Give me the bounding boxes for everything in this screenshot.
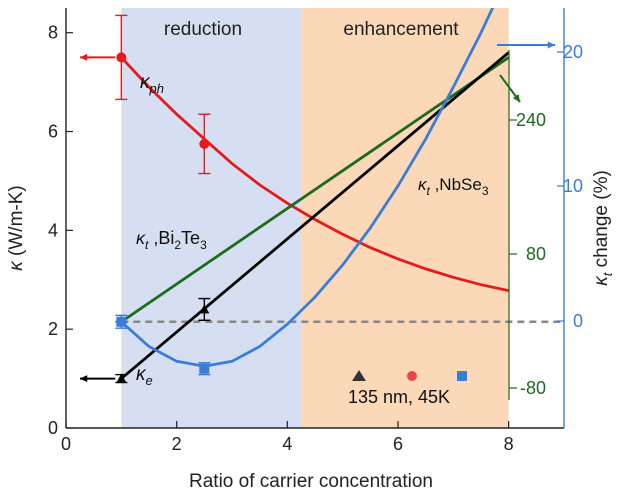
blue-tick-label-0: 0: [573, 311, 583, 331]
arrow-kph-head: [80, 53, 88, 61]
legend-square-icon: [457, 371, 467, 381]
x-axis-title: Ratio of carrier concentration: [189, 471, 433, 492]
region-label-enhancement: enhancement: [343, 19, 459, 40]
arrow-ke-head: [80, 375, 88, 383]
y-tick-label-4: 8: [48, 23, 58, 43]
green-tick-label-3: 240: [516, 110, 546, 130]
arrow-kt-bi-right-head: [512, 94, 520, 102]
series-line-3: [120, 8, 495, 368]
legend-circle-icon: [407, 371, 417, 381]
y-tick-label-3: 6: [48, 122, 58, 142]
x-tick-label-4: 8: [504, 434, 514, 454]
legend-condition-label: 135 nm, 45K: [348, 387, 450, 407]
green-tick-label-2: 80: [526, 244, 546, 264]
y-tick-label-0: 0: [48, 418, 58, 438]
x-tick-label-3: 6: [393, 434, 403, 454]
arrow-kt-nb-left-head: [115, 318, 123, 326]
region-enhancement: [301, 8, 509, 428]
y-axis-title-left: κ (W/m-K): [6, 185, 27, 270]
blue-tick-label-1: 10: [563, 176, 583, 196]
marker-triangle-1-0: [116, 373, 127, 383]
marker-triangle-3-0: [199, 363, 210, 373]
marker-triangle-1-1: [199, 304, 210, 314]
region-label-reduction: reduction: [164, 19, 242, 40]
label-kt-bi2te3: κt ,Bi2Te3: [136, 228, 207, 252]
marker-circle-0-1: [199, 138, 210, 149]
y-axis-title-right: κt change (%): [591, 170, 615, 286]
x-tick-label-0: 0: [61, 434, 71, 454]
y-tick-label-1: 2: [48, 319, 58, 339]
y-tick-label-2: 4: [48, 220, 58, 240]
marker-circle-0-0: [116, 52, 127, 63]
series-layer: [120, 8, 510, 380]
x-tick-label-2: 4: [282, 434, 292, 454]
green-tick-label-0: -80: [520, 378, 546, 398]
blue-tick-label-2: 20: [563, 42, 583, 62]
arrow-kt-nb-right-head: [547, 41, 555, 49]
label-kt-nbse3: κt ,NbSe3: [418, 175, 489, 198]
x-tick-label-1: 2: [172, 434, 182, 454]
legend-triangle-icon: [352, 370, 366, 381]
series-line-0: [120, 56, 509, 292]
